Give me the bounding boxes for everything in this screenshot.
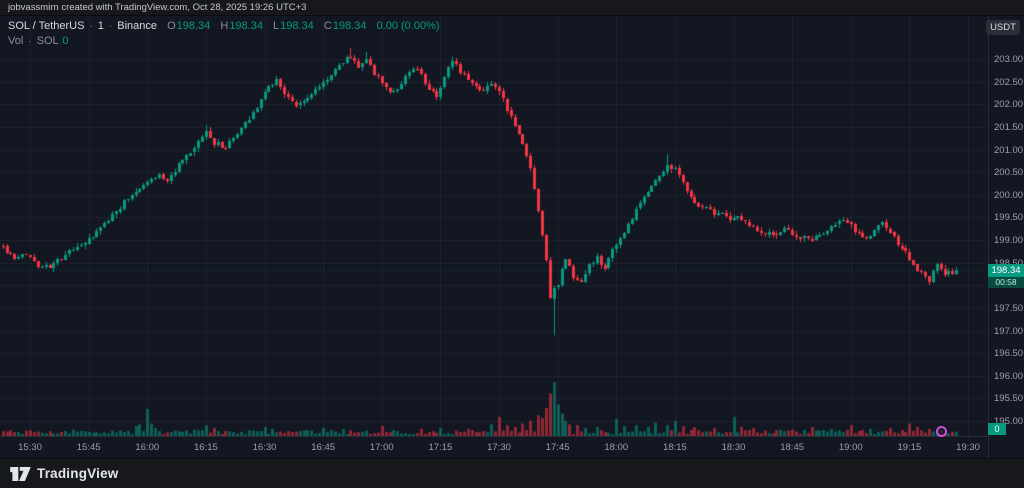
price-axis-label: 196.00 bbox=[994, 370, 1024, 382]
price-axis-label: 200.50 bbox=[994, 167, 1024, 179]
time-axis-label: 16:00 bbox=[135, 442, 160, 453]
exchange-name[interactable]: Binance bbox=[117, 20, 158, 32]
volume-symbol: SOL bbox=[36, 35, 59, 47]
open-value: 198.34 bbox=[176, 20, 211, 32]
time-axis-label: 18:45 bbox=[780, 442, 805, 453]
price-axis-label: 202.00 bbox=[994, 99, 1024, 111]
price-axis-label: 197.50 bbox=[994, 302, 1024, 314]
time-axis-label: 16:15 bbox=[193, 442, 218, 453]
price-axis[interactable]: 203.00 202.50 202.00 201.50 201.00 200.50 200.… bbox=[988, 16, 1024, 458]
legend-volume-row: Vol · SOL 0 bbox=[8, 34, 440, 49]
last-price-tag: 198.34 00:58 bbox=[988, 263, 1024, 288]
footer-bar: TradingView bbox=[0, 458, 1024, 488]
time-axis-label: 19:30 bbox=[956, 442, 980, 453]
tradingview-logo-text: TradingView bbox=[37, 466, 119, 481]
time-axis-label: 16:30 bbox=[252, 442, 277, 453]
tradingview-logo[interactable]: TradingView bbox=[10, 466, 118, 481]
legend-separator: · bbox=[28, 36, 32, 47]
low-value: 198.34 bbox=[280, 20, 314, 32]
time-axis-label: 18:15 bbox=[662, 442, 687, 453]
legend-separator: · bbox=[108, 21, 113, 32]
price-axis-label: 201.50 bbox=[994, 121, 1024, 133]
time-axis-label: 17:30 bbox=[487, 442, 511, 453]
candle-countdown: 00:58 bbox=[988, 276, 1024, 288]
price-axis-label: 202.50 bbox=[994, 76, 1024, 88]
price-axis-label: 200.00 bbox=[994, 189, 1024, 201]
time-axis-label: 18:00 bbox=[604, 442, 629, 453]
price-axis-label: 196.50 bbox=[994, 348, 1024, 360]
time-axis[interactable]: 15:30 15:45 16:00 16:15 16:30 16:45 17:00 17:15… bbox=[0, 436, 988, 458]
high-label: H bbox=[220, 20, 229, 32]
time-axis-label: 17:00 bbox=[369, 442, 394, 453]
open-label: O bbox=[167, 20, 176, 32]
price-chart-canvas[interactable] bbox=[0, 16, 988, 436]
interval-value[interactable]: 1 bbox=[97, 20, 104, 32]
price-axis-label: 201.00 bbox=[994, 144, 1024, 156]
chart-region: SOL / TetherUS · 1 · Binance O198.34 H198.34… bbox=[0, 16, 1024, 458]
chart-legend: SOL / TetherUS · 1 · Binance O198.34 H198.34… bbox=[8, 19, 440, 49]
volume-value: 0 bbox=[62, 35, 69, 47]
attribution-text: jobvassmirn created with TradingView.com… bbox=[8, 2, 307, 13]
price-axis-label: 198.50 bbox=[994, 258, 1023, 269]
time-axis-label: 17:45 bbox=[545, 442, 570, 453]
close-label: C bbox=[323, 20, 332, 32]
volume-axis-tag: 0 bbox=[988, 423, 1006, 435]
symbol-name[interactable]: SOL / TetherUS bbox=[8, 20, 85, 32]
time-axis-label: 19:00 bbox=[838, 442, 863, 453]
time-axis-label: 16:45 bbox=[311, 442, 336, 453]
attribution-bar: jobvassmirn created with TradingView.com… bbox=[0, 0, 1024, 16]
high-value: 198.34 bbox=[229, 20, 263, 32]
legend-symbol-row: SOL / TetherUS · 1 · Binance O198.34 H198.34… bbox=[8, 19, 440, 34]
time-axis-label: 15:45 bbox=[76, 442, 101, 453]
currency-toggle-button[interactable]: USDT bbox=[986, 20, 1020, 35]
legend-separator: · bbox=[89, 21, 93, 32]
price-axis-label: 195.50 bbox=[994, 393, 1024, 405]
low-label: L bbox=[273, 20, 280, 32]
price-axis-label: 199.00 bbox=[994, 235, 1024, 247]
time-axis-label: 17:15 bbox=[428, 442, 453, 453]
price-axis-label: 199.50 bbox=[994, 212, 1024, 224]
cursor-marker-dot bbox=[935, 426, 947, 437]
change-value: 0.00 (0.00%) bbox=[376, 20, 440, 32]
time-axis-label: 19:15 bbox=[897, 442, 922, 453]
close-value: 198.34 bbox=[332, 20, 367, 32]
price-axis-label: 203.00 bbox=[994, 53, 1024, 65]
time-axis-label: 18:30 bbox=[721, 442, 746, 453]
last-price-value: 198.34 bbox=[988, 263, 1024, 277]
time-axis-label: 15:30 bbox=[18, 442, 42, 453]
price-axis-label: 195.00 bbox=[994, 416, 1024, 428]
price-axis-label: 197.00 bbox=[994, 325, 1024, 337]
tradingview-logo-icon bbox=[10, 466, 31, 481]
volume-label: Vol bbox=[8, 35, 24, 47]
